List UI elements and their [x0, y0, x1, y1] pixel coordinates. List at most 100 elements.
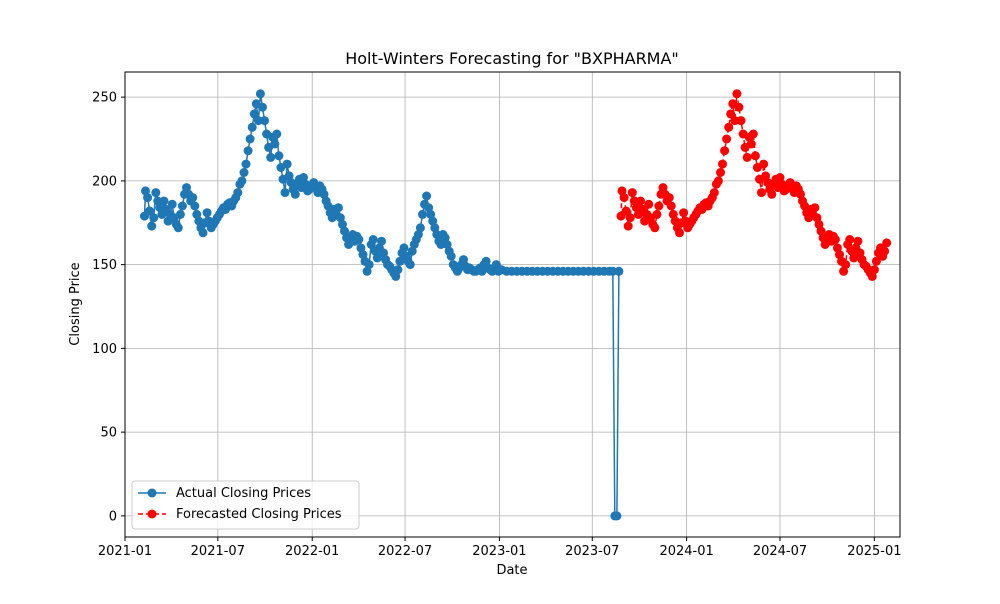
- x-tick-label: 2024-07: [753, 544, 807, 559]
- forecast-data-point: [750, 151, 760, 161]
- x-tick-label: 2023-07: [565, 544, 619, 559]
- actual-data-point: [198, 228, 208, 238]
- actual-data-point: [151, 188, 161, 198]
- series-layer: [140, 89, 892, 521]
- forecast-data-point: [726, 109, 736, 119]
- x-tick-label: 2025-01: [847, 544, 901, 559]
- legend: Actual Closing Prices Forecasted Closing…: [131, 480, 360, 530]
- actual-data-point: [395, 256, 405, 266]
- forecast-data-point: [675, 228, 684, 238]
- actual-data-point: [280, 188, 290, 198]
- actual-data-point: [177, 201, 187, 211]
- x-axis-title: Date: [496, 563, 527, 578]
- forecast-data-point: [709, 188, 719, 198]
- forecast-data-point: [830, 235, 840, 244]
- legend-forecast-marker: [147, 509, 157, 519]
- actual-data-point: [368, 235, 378, 244]
- forecast-data-point: [636, 196, 645, 206]
- actual-data-point: [249, 109, 259, 119]
- forecast-data-point: [627, 188, 637, 198]
- actual-data-point: [159, 196, 169, 206]
- y-tick-label: 0: [109, 509, 117, 524]
- forecast-data-point: [722, 134, 732, 144]
- plot-frame: [124, 71, 901, 538]
- forecast-data-point: [736, 116, 746, 126]
- forecast-data-point: [853, 236, 863, 246]
- actual-data-point: [612, 511, 622, 521]
- actual-data-point: [173, 223, 183, 233]
- actual-data-point: [333, 203, 343, 213]
- forecast-data-point: [746, 139, 756, 149]
- y-tick-label: 150: [92, 258, 117, 273]
- forecast-data-point: [718, 159, 727, 169]
- actual-data-point: [415, 223, 425, 233]
- legend-forecast-label: Forecasted Closing Prices: [176, 507, 342, 522]
- x-tick-label: 2021-07: [191, 544, 245, 559]
- forecast-data-point: [742, 152, 752, 162]
- forecast-data-point: [880, 246, 890, 256]
- forecast-data-point: [869, 265, 879, 275]
- actual-data-point: [266, 152, 276, 162]
- actual-data-point: [372, 253, 382, 263]
- axis-ticks: 2021-01 2021-07 2022-01 2022-07 2023-01 2023-…: [92, 91, 901, 559]
- forecast-data-point: [625, 213, 635, 223]
- actual-data-point: [239, 168, 249, 177]
- actual-data-point: [282, 159, 292, 169]
- actual-data-point: [241, 159, 251, 169]
- actual-data-point: [418, 209, 427, 219]
- actual-data-point: [175, 209, 185, 219]
- forecast-data-point: [734, 102, 744, 112]
- forecast-data-point: [713, 176, 723, 186]
- actual-data-point: [270, 139, 280, 149]
- forecast-data-point: [619, 193, 629, 203]
- actual-data-point: [247, 122, 257, 132]
- forecast-data-point: [621, 206, 631, 216]
- actual-data-point: [202, 208, 212, 218]
- forecast-data-point: [679, 208, 689, 218]
- actual-data-point: [147, 221, 157, 231]
- y-tick-label: 50: [100, 426, 117, 441]
- x-tick-label: 2021-01: [98, 544, 152, 559]
- forecast-data-point: [757, 188, 766, 198]
- actual-data-point: [614, 266, 624, 276]
- forecast-data-point: [767, 189, 777, 199]
- legend-actual-marker: [147, 488, 157, 498]
- y-tick-label: 200: [92, 174, 117, 189]
- actual-data-point: [145, 206, 155, 216]
- actual-data-point: [167, 199, 177, 209]
- forecast-data-point: [871, 256, 881, 266]
- x-tick-label: 2023-01: [472, 544, 526, 559]
- actual-data-point: [149, 213, 159, 223]
- forecast-data-point: [720, 146, 730, 156]
- forecast-data-point: [644, 199, 654, 209]
- actual-data-point: [260, 116, 269, 126]
- forecast-data-point: [716, 168, 725, 177]
- forecast-data-point: [748, 129, 758, 139]
- forecast-data-point: [666, 201, 676, 211]
- actual-data-point: [188, 193, 198, 203]
- actual-data-point: [422, 191, 432, 201]
- actual-data-point: [245, 134, 255, 144]
- legend-box: [131, 480, 360, 530]
- forecast-data-point: [732, 89, 742, 99]
- actual-data-point: [274, 151, 284, 161]
- forecast-data-point: [650, 223, 660, 233]
- actual-data-point: [436, 240, 446, 249]
- actual-data-point: [272, 129, 282, 139]
- chart-title: Holt-Winters Forecasting for "BXPHARMA": [345, 49, 679, 68]
- y-axis-title: Closing Price: [68, 262, 83, 345]
- actual-data-point: [393, 265, 403, 275]
- forecast-data-point: [841, 260, 851, 270]
- actual-data-point: [243, 146, 253, 156]
- forecast-data-point: [664, 193, 674, 203]
- actual-data-point: [237, 176, 247, 186]
- x-tick-label: 2022-01: [285, 544, 339, 559]
- actual-data-point: [233, 188, 243, 198]
- y-tick-label: 250: [92, 91, 117, 106]
- x-tick-label: 2024-01: [659, 544, 713, 559]
- forecast-data-point: [730, 116, 740, 126]
- forecast-data-point: [654, 201, 664, 211]
- legend-actual-label: Actual Closing Prices: [176, 486, 311, 501]
- forecast-data-point: [652, 209, 662, 219]
